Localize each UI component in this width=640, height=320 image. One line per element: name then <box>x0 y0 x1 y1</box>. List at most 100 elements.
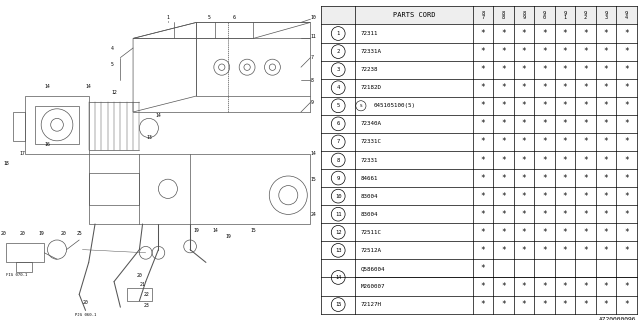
Text: *: * <box>583 83 588 92</box>
Text: *: * <box>563 228 567 237</box>
Text: *: * <box>583 101 588 110</box>
Text: 20: 20 <box>83 300 88 305</box>
Text: *: * <box>604 228 608 237</box>
Text: 10: 10 <box>335 194 342 199</box>
Text: *: * <box>522 47 526 56</box>
Text: PJG 060-1: PJG 060-1 <box>75 313 96 317</box>
Text: 4: 4 <box>337 85 340 90</box>
Text: 84661: 84661 <box>361 176 378 180</box>
Text: *: * <box>604 173 608 183</box>
Text: *: * <box>583 65 588 74</box>
Text: *: * <box>481 101 485 110</box>
Text: *: * <box>583 192 588 201</box>
Text: 72331A: 72331A <box>361 49 382 54</box>
Text: 11: 11 <box>310 34 316 39</box>
Text: *: * <box>481 264 485 273</box>
Text: *: * <box>624 83 629 92</box>
Text: 25: 25 <box>76 231 82 236</box>
Text: *: * <box>542 173 547 183</box>
Text: *: * <box>604 29 608 38</box>
Text: *: * <box>604 282 608 291</box>
Text: *: * <box>583 282 588 291</box>
Text: *: * <box>583 29 588 38</box>
Text: *: * <box>522 29 526 38</box>
Text: *: * <box>481 47 485 56</box>
Text: *: * <box>624 47 629 56</box>
Text: *: * <box>624 119 629 128</box>
Text: 14: 14 <box>156 113 161 118</box>
Text: *: * <box>542 137 547 147</box>
Text: *: * <box>481 119 485 128</box>
Text: *: * <box>522 173 526 183</box>
Text: 7: 7 <box>337 140 340 144</box>
Text: 15: 15 <box>251 228 256 233</box>
Text: 6: 6 <box>233 15 236 20</box>
Text: *: * <box>563 210 567 219</box>
Text: 20: 20 <box>61 231 66 236</box>
Text: *: * <box>501 210 506 219</box>
Text: *: * <box>624 29 629 38</box>
Text: *: * <box>624 101 629 110</box>
Bar <box>321 6 637 24</box>
Text: *: * <box>583 47 588 56</box>
Text: 8: 8 <box>310 77 314 83</box>
Text: *: * <box>501 246 506 255</box>
Text: *: * <box>481 137 485 147</box>
Text: 72238: 72238 <box>361 67 378 72</box>
Text: 14: 14 <box>212 228 218 233</box>
Text: 18: 18 <box>3 161 9 166</box>
Text: *: * <box>563 137 567 147</box>
Text: *: * <box>563 156 567 164</box>
Text: 3: 3 <box>337 67 340 72</box>
Text: 4: 4 <box>111 45 114 51</box>
Text: 19: 19 <box>38 231 44 236</box>
Text: *: * <box>563 246 567 255</box>
Text: *: * <box>501 83 506 92</box>
Text: *: * <box>563 83 567 92</box>
Text: 9: 9 <box>310 100 314 105</box>
Text: *: * <box>604 137 608 147</box>
Text: *: * <box>501 47 506 56</box>
Text: *: * <box>522 137 526 147</box>
Text: 8
9: 8 9 <box>522 11 525 20</box>
Text: 9: 9 <box>337 176 340 180</box>
Text: 12: 12 <box>111 90 117 95</box>
Text: *: * <box>563 65 567 74</box>
Text: *: * <box>604 300 608 309</box>
Text: 11: 11 <box>335 212 342 217</box>
Text: 21: 21 <box>140 282 146 287</box>
Text: 72127H: 72127H <box>361 302 382 307</box>
Text: 17: 17 <box>20 151 26 156</box>
Text: *: * <box>481 156 485 164</box>
Text: *: * <box>522 119 526 128</box>
Text: *: * <box>583 119 588 128</box>
Text: 23: 23 <box>143 303 149 308</box>
Text: 72340A: 72340A <box>361 121 382 126</box>
Text: *: * <box>563 173 567 183</box>
Text: *: * <box>604 101 608 110</box>
Text: 72331C: 72331C <box>361 140 382 144</box>
Text: 20: 20 <box>19 231 25 236</box>
Text: *: * <box>481 246 485 255</box>
Text: A720000096: A720000096 <box>599 317 637 320</box>
Text: *: * <box>542 228 547 237</box>
Text: *: * <box>481 282 485 291</box>
Text: 83004: 83004 <box>361 194 378 199</box>
Text: *: * <box>583 300 588 309</box>
Text: 9
4: 9 4 <box>625 11 628 20</box>
Text: *: * <box>542 192 547 201</box>
Text: *: * <box>501 119 506 128</box>
Text: *: * <box>481 210 485 219</box>
Text: *: * <box>542 156 547 164</box>
Text: *: * <box>624 137 629 147</box>
Text: *: * <box>542 210 547 219</box>
Text: 2: 2 <box>337 49 340 54</box>
Text: *: * <box>604 119 608 128</box>
Text: *: * <box>563 300 567 309</box>
Text: *: * <box>583 210 588 219</box>
Text: *: * <box>624 228 629 237</box>
Text: *: * <box>522 282 526 291</box>
Text: 6: 6 <box>337 121 340 126</box>
Text: *: * <box>501 137 506 147</box>
Text: 12: 12 <box>335 230 342 235</box>
